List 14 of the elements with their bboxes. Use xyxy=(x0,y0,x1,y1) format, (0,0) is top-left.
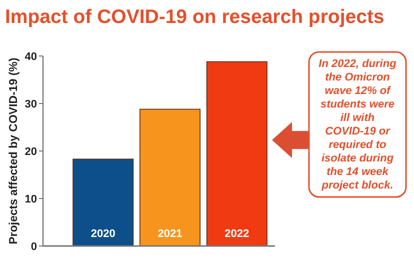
x-tick-label: 2020 xyxy=(90,228,116,240)
y-tick-label: 40 xyxy=(24,50,37,63)
bar xyxy=(72,158,134,246)
y-tick-label: 0 xyxy=(30,240,37,253)
x-tick-label: 2022 xyxy=(224,228,250,240)
bar xyxy=(139,108,201,246)
y-tick-label: 10 xyxy=(24,193,37,206)
text: In 2022, during the Omicron wave 12% of students were ill with COVID-19 or required to isolate during the 14 week project block. xyxy=(318,58,396,192)
chart-title: Impact of COVID-19 on research projects xyxy=(5,6,384,28)
bar xyxy=(206,61,268,246)
x-tick-label: 2021 xyxy=(158,228,182,240)
y-tick-label: 20 xyxy=(24,146,37,158)
y-tick-label: 30 xyxy=(24,98,37,110)
y-axis-title: Projects affected by COVID-19 (%) xyxy=(8,58,20,244)
